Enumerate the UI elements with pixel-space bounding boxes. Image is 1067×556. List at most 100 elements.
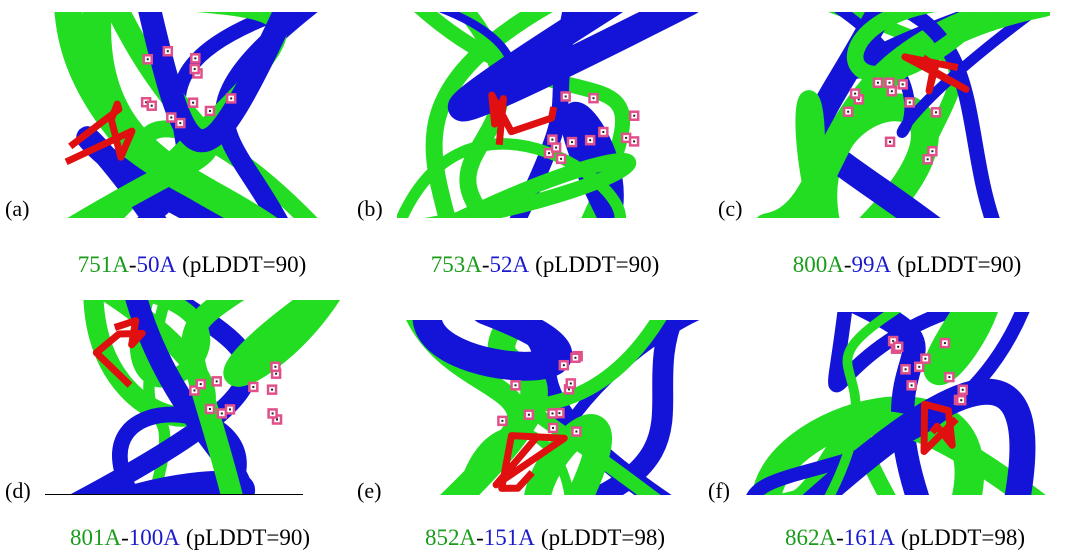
structure-render: [746, 312, 1050, 495]
caption: 753A-52A (pLDDT=90): [431, 252, 660, 278]
pocket-dot: [960, 399, 963, 402]
structure-render: [755, 12, 1050, 218]
chain-a: 801A: [69, 525, 122, 550]
ribbon: [892, 12, 1000, 218]
chain-b: 161A: [843, 525, 895, 550]
pocket-dot: [570, 141, 573, 144]
pocket-dot: [854, 92, 857, 95]
structure-image: [755, 12, 1050, 218]
pocket-dot: [931, 150, 934, 153]
structure-image: [45, 300, 350, 495]
pocket-dot: [562, 364, 565, 367]
ribbon: [828, 312, 972, 393]
chain-a: 751A: [77, 252, 129, 277]
ribbon: [76, 126, 233, 218]
pocket-dot: [271, 412, 274, 415]
ribbon: [82, 12, 277, 218]
pocket-dot: [228, 408, 231, 411]
pocket-dot: [569, 382, 572, 385]
ribbon: [824, 312, 902, 495]
score: (pLDDT=90): [897, 252, 1022, 277]
pocket-dot: [889, 140, 892, 143]
pocket-dot: [847, 110, 850, 113]
pocket-dot: [271, 388, 274, 391]
pocket-dot: [910, 384, 913, 387]
pocket-dot: [943, 342, 946, 345]
pocket-dot: [948, 376, 951, 379]
score: (pLDDT=98): [900, 525, 1026, 550]
pocket-dot: [166, 50, 169, 53]
chain-b: 99A: [851, 252, 892, 277]
caption: 852A-151A (pLDDT=98): [425, 525, 665, 551]
pocket-dot: [514, 384, 517, 387]
chain-a: 862A: [784, 525, 837, 550]
pocket-dot: [574, 356, 577, 359]
pocket-dot: [551, 412, 554, 415]
ribbon: [438, 12, 589, 71]
structure-image: [397, 12, 712, 218]
pocket-dot: [926, 158, 929, 161]
separator: -: [836, 525, 844, 550]
pocket-dot: [555, 146, 558, 149]
chain-a: 800A: [792, 252, 844, 277]
pocket-dot: [527, 413, 530, 416]
pocket-dot: [199, 383, 202, 386]
separator: -: [121, 525, 129, 550]
pocket-dot: [564, 95, 567, 98]
panel-label: (f): [708, 478, 730, 503]
pocket-dot: [501, 419, 504, 422]
ribbon: [849, 312, 930, 495]
pocket-dot: [904, 368, 907, 371]
ligand: [920, 400, 959, 455]
pocket-dot: [575, 430, 578, 433]
pocket-dot: [857, 98, 860, 101]
pocket-dot: [215, 380, 218, 383]
ribbon: [223, 300, 340, 387]
pocket-dot: [146, 58, 149, 61]
panel-label: (d): [5, 478, 31, 503]
panel-label: (b): [357, 196, 383, 221]
ribbon: [525, 320, 667, 495]
pocket-dot: [220, 412, 223, 415]
panel-label: (e): [357, 478, 382, 503]
structure-render: [52, 300, 350, 495]
pocket-dot: [193, 389, 196, 392]
structure-image: [397, 320, 710, 495]
pocket-dot: [150, 104, 153, 107]
pocket-dot: [633, 114, 636, 117]
pocket-dot: [558, 412, 561, 415]
structure-render: [40, 12, 350, 218]
separator: -: [481, 252, 490, 277]
ligand: [92, 317, 146, 388]
chain-a: 753A: [430, 252, 482, 277]
ribbon: [746, 312, 1030, 495]
ribbon: [413, 320, 573, 381]
pocket-dot: [274, 365, 277, 368]
pocket-dot: [924, 357, 927, 360]
pocket-dot: [552, 426, 555, 429]
ligand: [64, 100, 136, 166]
pocket-dot: [892, 340, 895, 343]
pocket-dot: [208, 407, 211, 410]
pocket-dot: [170, 116, 173, 119]
pocket-dot: [908, 101, 911, 104]
chain-b: 151A: [483, 525, 535, 550]
ribbon: [455, 12, 510, 218]
structure-image: [40, 12, 350, 218]
panel-label: (c): [718, 196, 743, 221]
ligand: [901, 53, 970, 95]
ribbon: [577, 320, 684, 495]
pocket-dot: [633, 140, 636, 143]
separator: -: [476, 525, 484, 550]
score: (pLDDT=90): [185, 525, 311, 550]
caption: 751A-50A (pLDDT=90): [78, 252, 307, 278]
score: (pLDDT=90): [182, 252, 307, 277]
caption: 862A-161A (pLDDT=98): [785, 525, 1025, 551]
pocket-dot: [192, 101, 195, 104]
pocket-dot: [602, 131, 605, 134]
ligand: [488, 91, 558, 146]
ribbon: [846, 12, 998, 83]
pocket-dot: [551, 138, 554, 141]
pocket-dot: [961, 388, 964, 391]
